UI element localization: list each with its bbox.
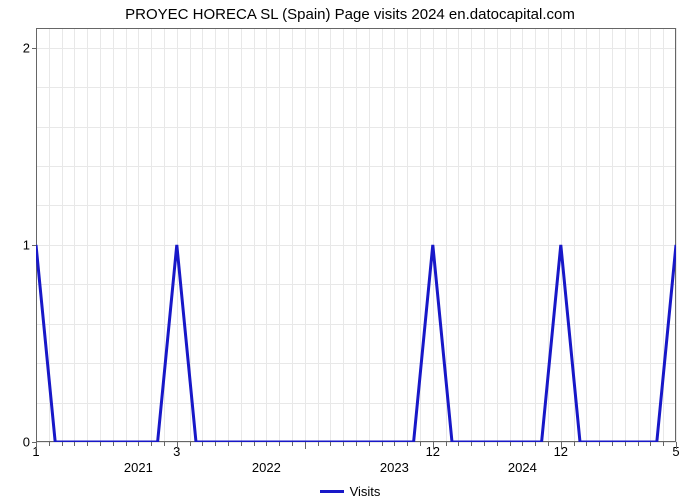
chart-container: { "chart": { "type": "line", "title": "P… (0, 0, 700, 500)
x-tick-mark (74, 442, 75, 446)
x-tick-mark (138, 442, 139, 446)
x-tick-mark (382, 442, 383, 446)
x-tick-mark (151, 442, 152, 446)
x-tick-mark (420, 442, 421, 446)
x-tick-mark (650, 442, 651, 446)
x-tick-mark (535, 442, 536, 446)
x-tick-mark (522, 442, 523, 446)
chart-title: PROYEC HORECA SL (Spain) Page visits 202… (0, 6, 700, 23)
x-tick-year-label: 2024 (508, 460, 537, 475)
x-tick-mark (126, 442, 127, 446)
x-tick-mark (574, 442, 575, 446)
x-tick-mark (62, 442, 63, 446)
x-tick-mark (497, 442, 498, 446)
x-tick-mark (586, 442, 587, 446)
x-major-tick-mark (561, 442, 562, 449)
x-tick-mark (407, 442, 408, 446)
y-tick-mark (32, 245, 36, 246)
x-tick-mark (49, 442, 50, 446)
legend-label: Visits (350, 484, 381, 499)
x-tick-mark (458, 442, 459, 446)
y-tick-label: 2 (23, 40, 30, 55)
x-tick-mark (87, 442, 88, 446)
visits-line (36, 28, 676, 442)
x-tick-mark (266, 442, 267, 446)
x-major-tick-mark (36, 442, 37, 449)
plot-area (36, 28, 676, 442)
x-tick-mark (638, 442, 639, 446)
x-tick-mark (548, 442, 549, 446)
x-tick-mark (394, 442, 395, 446)
y-tick-label: 1 (23, 237, 30, 252)
x-tick-mark (369, 442, 370, 446)
x-tick-mark (113, 442, 114, 446)
x-tick-year-label: 2021 (124, 460, 153, 475)
x-tick-mark (215, 442, 216, 446)
x-tick-mark (228, 442, 229, 446)
x-tick-mark (446, 442, 447, 446)
x-tick-mark (318, 442, 319, 446)
x-tick-mark (471, 442, 472, 446)
x-tick-mark (510, 442, 511, 446)
x-major-tick-mark (177, 442, 178, 449)
x-tick-mark (279, 442, 280, 446)
x-tick-year-label: 2023 (380, 460, 409, 475)
x-major-tick-mark (676, 442, 677, 449)
x-tick-mark (343, 442, 344, 446)
x-tick-mark (599, 442, 600, 446)
x-tick-mark (484, 442, 485, 446)
x-tick-mark (625, 442, 626, 446)
x-tick-mark (356, 442, 357, 446)
x-major-tick-mark (433, 442, 434, 449)
y-tick-mark (32, 48, 36, 49)
x-tick-mark (202, 442, 203, 446)
x-tick-year-label: 2022 (252, 460, 281, 475)
x-tick-mark (292, 442, 293, 446)
x-tick-mark (241, 442, 242, 446)
x-tick-mark (330, 442, 331, 446)
x-tick-mark (100, 442, 101, 446)
x-tick-mark (190, 442, 191, 446)
x-tick-mark (164, 442, 165, 446)
grid-line-vertical (676, 28, 677, 442)
x-tick-mark (612, 442, 613, 446)
x-tick-mark (663, 442, 664, 446)
legend-swatch (320, 490, 344, 493)
x-tick-mark (254, 442, 255, 446)
x-major-tick-mark (305, 442, 306, 449)
y-tick-label: 0 (23, 435, 30, 450)
legend: Visits (0, 480, 700, 499)
